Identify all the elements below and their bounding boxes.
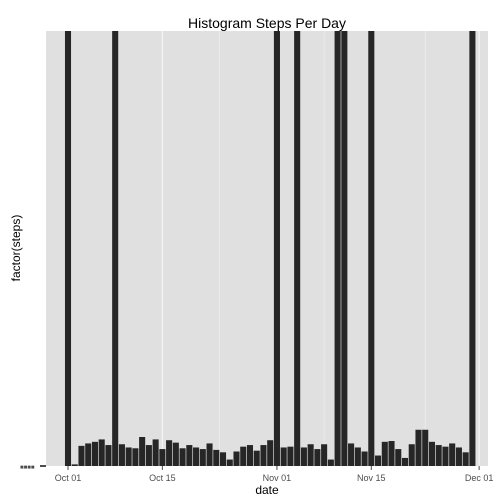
bar (442, 446, 449, 466)
bar (132, 448, 139, 466)
bar (85, 443, 92, 466)
bar (294, 31, 301, 466)
bar (172, 442, 179, 466)
bar (449, 443, 456, 466)
bar (375, 455, 382, 466)
x-tick-label: Oct 01 (55, 473, 82, 483)
x-axis-title: date (255, 483, 279, 497)
bar (260, 445, 267, 466)
y-axis-title: factor(steps) (9, 215, 23, 282)
bar (401, 457, 409, 466)
bar (78, 445, 85, 466)
bar (206, 443, 213, 466)
bar (193, 447, 200, 466)
bar (240, 446, 247, 466)
bar (98, 439, 105, 466)
y-tick-labels: ■■■■ (20, 465, 35, 471)
bar (455, 447, 462, 466)
bar (334, 31, 341, 466)
x-tick-label: Nov 15 (357, 473, 386, 483)
bar (422, 429, 429, 466)
bar (105, 445, 112, 466)
bar (166, 440, 173, 466)
bar (213, 449, 220, 466)
bar (307, 444, 314, 466)
bar (253, 450, 260, 466)
bar (435, 445, 442, 466)
bar (428, 441, 435, 466)
bar (361, 451, 368, 466)
bar (139, 437, 146, 466)
bar (321, 444, 328, 466)
bar (186, 445, 193, 466)
bar (287, 446, 294, 466)
bar (145, 445, 152, 466)
bar (152, 439, 159, 466)
bar (246, 445, 254, 466)
x-tick-label: Dec 01 (465, 473, 494, 483)
bar (91, 441, 98, 466)
bar (219, 452, 227, 466)
y-tick-mark (40, 465, 46, 467)
bar (327, 459, 334, 466)
bar (125, 447, 132, 466)
bar (280, 447, 287, 466)
bar (112, 31, 119, 466)
bar (300, 447, 307, 466)
bar (118, 444, 125, 466)
bar (314, 449, 321, 466)
bar (341, 31, 348, 466)
chart-title: Histogram Steps Per Day (188, 15, 346, 31)
bars (64, 31, 476, 466)
bar (415, 429, 422, 466)
bar (388, 441, 395, 466)
bar (267, 440, 274, 466)
bar (273, 31, 280, 466)
bar (381, 441, 388, 466)
bar (395, 449, 402, 466)
x-axis-ticks: Oct 01 Oct 15 Nov 01 Nov 15 Dec 01 (55, 466, 494, 483)
plot-background (46, 31, 488, 466)
bar (408, 444, 415, 466)
bar (226, 459, 233, 466)
x-tick-label: Oct 15 (149, 473, 176, 483)
bar (159, 449, 166, 466)
bar (199, 449, 206, 466)
bar (233, 451, 240, 466)
bar (462, 452, 469, 466)
bar (354, 447, 361, 466)
bar (348, 443, 355, 466)
bar (368, 31, 375, 466)
y-axis-ticks: ■■■■ (20, 465, 46, 471)
bar (179, 448, 186, 466)
bar (71, 464, 78, 466)
bar (469, 31, 476, 466)
bar (64, 31, 72, 466)
x-tick-label: Nov 01 (263, 473, 292, 483)
